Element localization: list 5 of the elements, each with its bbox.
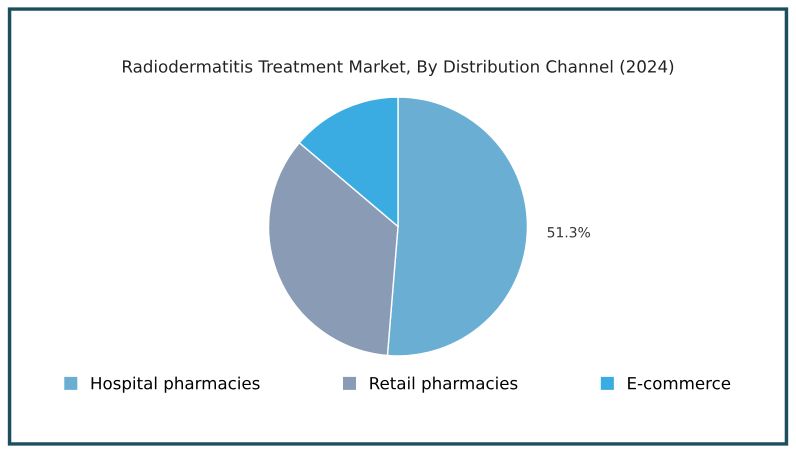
legend-label: E-commerce [628, 377, 730, 390]
legend-label: Retail pharmacies [370, 376, 518, 393]
legend-label: Hospital pharmacies [92, 376, 260, 393]
data-label: 51.3% [548, 227, 590, 238]
chart-title: Radiodermatitis Treatment Market, By Distribution Channel (2024) [123, 60, 674, 76]
